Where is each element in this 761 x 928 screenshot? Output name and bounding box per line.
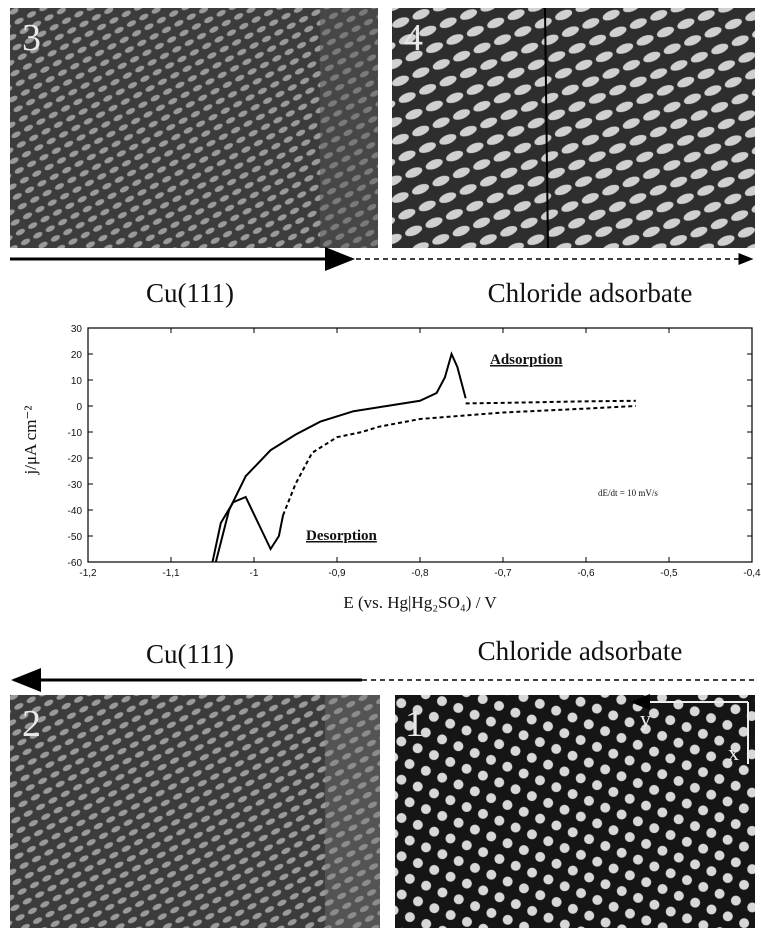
y-axis-label: j/μA cm⁻² (21, 406, 40, 476)
x-tick-label: -0,4 (743, 568, 761, 579)
y-tick-label: -40 (68, 506, 83, 517)
y-tick-label: 10 (71, 376, 83, 387)
caption: Cu(111) (146, 639, 234, 669)
x-tick-label: -0,5 (660, 568, 678, 579)
stm-image: 3 (10, 8, 378, 248)
curve (466, 401, 636, 404)
annotation: Adsorption (490, 352, 563, 368)
y-tick-label: -10 (68, 428, 83, 439)
panel-label: 2 (22, 703, 41, 745)
caption: Chloride adsorbate (478, 636, 683, 666)
caption: Cu(111) (146, 278, 234, 308)
x-tick-label: -0,6 (577, 568, 595, 579)
y-tick-label: -30 (68, 480, 83, 491)
x-tick-label: -1,1 (162, 568, 180, 579)
y-tick-label: 0 (76, 402, 82, 413)
stm-image: 1 y x (395, 695, 755, 928)
caption: Chloride adsorbate (488, 278, 693, 308)
panel-label: 4 (404, 17, 423, 59)
y-tick-label: 30 (71, 324, 83, 335)
axis-label: y (640, 706, 651, 731)
plot-frame (88, 328, 752, 562)
x-axis-label: E (vs. Hg|Hg₂SO₄) / V (343, 593, 497, 612)
curve (283, 406, 636, 515)
x-tick-label: -0,8 (411, 568, 429, 579)
chart: E (vs. Hg|Hg₂SO₄) / V j/μA cm⁻² Adsorpti… (21, 324, 761, 612)
stm-image: 2 (10, 695, 380, 928)
curve (213, 497, 284, 562)
figure: 3 4 Cu(111) Chloride adsorbate E (vs. Hg… (0, 0, 761, 928)
x-tick-label: -0,9 (328, 568, 346, 579)
panel-label: 3 (22, 17, 41, 59)
x-tick-label: -0,7 (494, 568, 512, 579)
annotation: dE/dt = 10 mV/s (598, 488, 658, 498)
y-tick-label: -60 (68, 558, 83, 569)
y-tick-label: 20 (71, 350, 83, 361)
annotation: Desorption (306, 528, 377, 544)
y-tick-label: -50 (68, 532, 83, 543)
x-tick-label: -1,2 (79, 568, 97, 579)
x-tick-label: -1 (250, 568, 259, 579)
axis-label: x (728, 740, 739, 765)
panel-label: 1 (405, 703, 424, 745)
y-tick-label: -20 (68, 454, 83, 465)
stm-image: 4 (392, 8, 755, 248)
